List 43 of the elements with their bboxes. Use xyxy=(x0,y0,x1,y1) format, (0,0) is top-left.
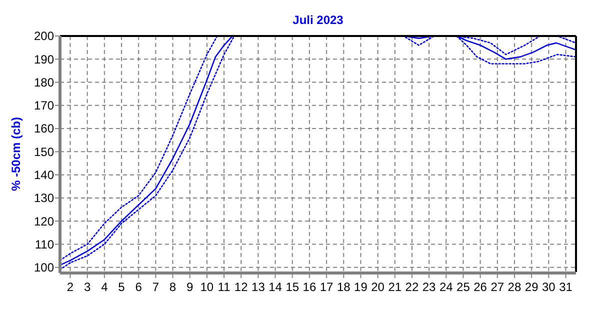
x-tick-label: 22 xyxy=(405,280,419,294)
x-tick-label: 10 xyxy=(200,280,214,294)
y-tick-label: 110 xyxy=(34,237,54,252)
x-tick-label: 13 xyxy=(252,280,266,294)
x-tick-label: 18 xyxy=(336,280,351,294)
x-tick-label: 25 xyxy=(456,280,470,294)
y-tick-label: 180 xyxy=(34,75,54,90)
x-tick-label: 26 xyxy=(474,280,488,294)
x-tick-label: 30 xyxy=(542,280,556,294)
x-tick-label: 11 xyxy=(218,280,231,294)
x-tick-label: 20 xyxy=(371,280,385,294)
x-tick-label: 28 xyxy=(508,280,522,294)
y-tick-label: 190 xyxy=(34,52,54,66)
x-tick-label: 21 xyxy=(388,280,402,294)
y-tick-label: 150 xyxy=(34,144,54,159)
x-tick-label: 23 xyxy=(422,280,436,294)
x-tick-label: 7 xyxy=(152,280,160,294)
x-tick-label: 4 xyxy=(101,280,108,294)
y-tick-label: 140 xyxy=(34,168,54,182)
x-tick-label: 3 xyxy=(84,280,91,294)
x-tick-label: 16 xyxy=(302,280,316,294)
y-tick-label: 130 xyxy=(34,191,54,206)
y-tick-label: 170 xyxy=(34,98,54,113)
x-tick-label: 5 xyxy=(118,280,126,294)
y-tick-label: 120 xyxy=(34,214,54,228)
x-tick-label: 19 xyxy=(354,280,368,294)
x-tick-label: 24 xyxy=(439,280,454,294)
x-tick-label: 15 xyxy=(286,280,300,294)
x-tick-label: 27 xyxy=(490,280,504,294)
y-tick-label: 200 xyxy=(34,29,54,44)
x-tick-label: 8 xyxy=(169,280,176,294)
y-tick-label: 160 xyxy=(34,122,54,136)
y-tick-label: 100 xyxy=(34,260,54,275)
x-tick-label: 29 xyxy=(524,280,539,294)
chart-title: Juli 2023 xyxy=(292,13,344,27)
x-tick-label: 17 xyxy=(320,280,334,294)
x-tick-label: 6 xyxy=(135,280,142,294)
x-tick-label: 9 xyxy=(186,280,194,294)
x-tick-label: 14 xyxy=(268,280,282,294)
x-tick-label: 12 xyxy=(234,280,248,294)
x-tick-label: 31 xyxy=(559,280,573,294)
y-axis-title: % -50cm (cb) xyxy=(9,116,23,192)
x-tick-label: 2 xyxy=(66,280,74,294)
